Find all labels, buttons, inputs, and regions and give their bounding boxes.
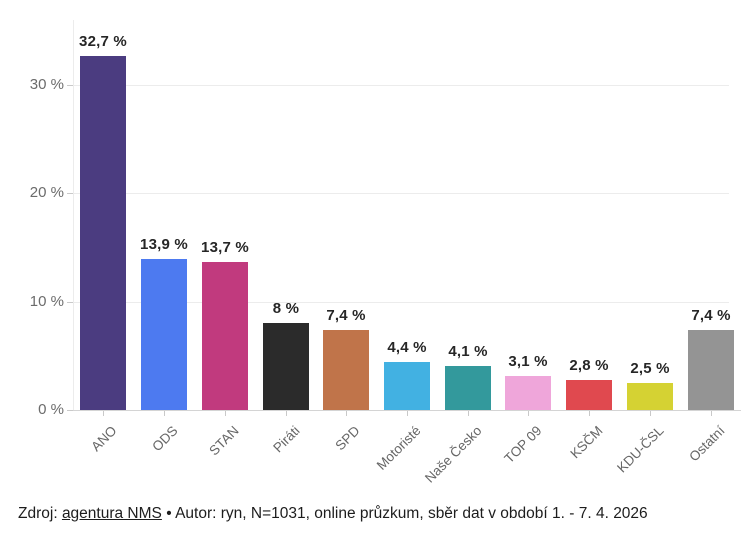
x-tick-ostatní	[711, 411, 712, 416]
bar-motoristé	[384, 362, 430, 410]
bar-naše-česko	[445, 366, 491, 410]
bar-ksčm	[566, 380, 612, 410]
bar-top-09	[505, 376, 551, 410]
source-credit: • Autor: ryn, N=1031, online průzkum, sb…	[161, 505, 648, 522]
x-tick-ods	[164, 411, 165, 416]
x-tick-kdu-čsl	[650, 411, 651, 416]
x-tick-piráti	[286, 411, 287, 416]
value-label-top-09: 3,1 %	[508, 353, 548, 370]
x-tick-ano	[103, 411, 104, 416]
y-tick-20	[67, 193, 73, 194]
y-axis-label-20: 20 %	[29, 184, 64, 201]
value-label-piráti: 8 %	[272, 300, 300, 317]
y-tick-0	[67, 410, 73, 411]
value-label-ods: 13,9 %	[140, 236, 188, 253]
source-line: Zdroj: agentura NMS • Autor: ryn, N=1031…	[18, 503, 676, 525]
bar-spd	[323, 330, 369, 410]
value-label-motoristé: 4,4 %	[387, 339, 427, 356]
value-label-spd: 7,4 %	[326, 307, 366, 324]
x-tick-stan	[225, 411, 226, 416]
bar-ods	[141, 259, 187, 410]
bar-kdu-čsl	[627, 383, 673, 410]
source-prefix: Zdroj:	[18, 505, 62, 522]
value-label-kdu-čsl: 2,5 %	[630, 360, 670, 377]
y-tick-30	[67, 85, 73, 86]
bar-chart-plot: 0 % 10 % 20 % 30 % 32,7 % ANO 13,9 % ODS 13,7 % S…	[29, 20, 741, 486]
bar-ano	[80, 56, 126, 410]
value-label-ksčm: 2,8 %	[569, 357, 609, 374]
y-tick-10	[67, 302, 73, 303]
value-label-ostatní: 7,4 %	[691, 307, 731, 324]
y-axis-label-10: 10 %	[29, 293, 64, 310]
gridline-10	[73, 302, 729, 303]
bar-piráti	[263, 323, 309, 410]
y-axis-label-30: 30 %	[29, 76, 64, 93]
bar-ostatní	[688, 330, 734, 410]
value-label-ano: 32,7 %	[79, 33, 127, 50]
source-link[interactable]: agentura NMS	[61, 505, 162, 522]
value-label-naše-česko: 4,1 %	[448, 343, 488, 360]
value-label-stan: 13,7 %	[201, 239, 249, 256]
y-axis-label-0: 0 %	[38, 401, 64, 418]
y-axis-line	[73, 20, 74, 410]
gridline-30	[73, 85, 729, 86]
gridline-20	[73, 193, 729, 194]
gridline-0	[73, 410, 741, 411]
x-tick-motoristé	[407, 411, 408, 416]
x-tick-naše-česko	[468, 411, 469, 416]
x-tick-top-09	[528, 411, 529, 416]
bar-stan	[202, 262, 248, 410]
x-tick-ksčm	[589, 411, 590, 416]
x-tick-spd	[346, 411, 347, 416]
